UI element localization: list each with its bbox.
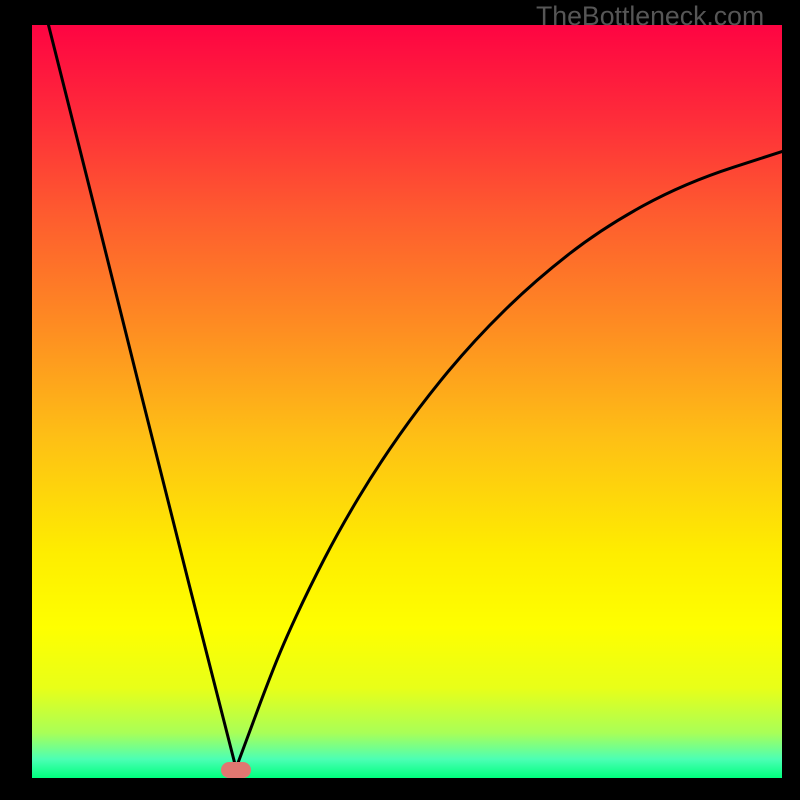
watermark-text: TheBottleneck.com: [536, 1, 764, 32]
plot-area: [32, 25, 782, 778]
minimum-marker: [221, 762, 251, 778]
chart-frame: TheBottleneck.com: [0, 0, 800, 800]
bottleneck-curve: [32, 25, 782, 778]
